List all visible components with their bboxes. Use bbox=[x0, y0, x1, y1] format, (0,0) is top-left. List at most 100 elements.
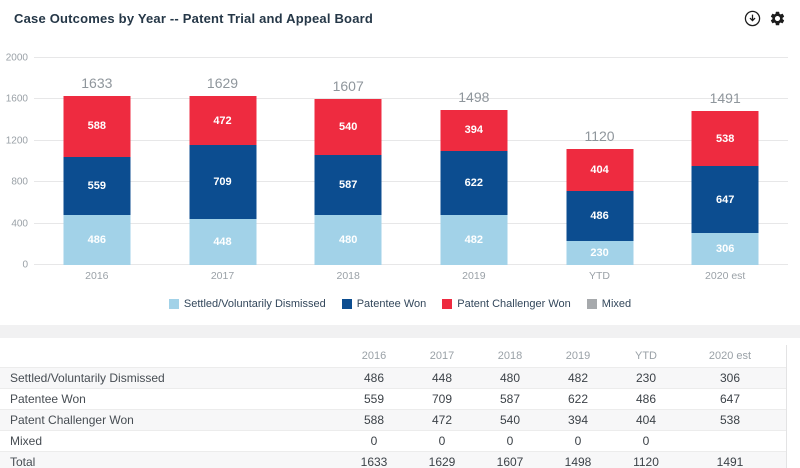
stacked-bar[interactable]: 306 647 538 bbox=[691, 110, 759, 265]
x-axis-label: 2019 bbox=[462, 270, 486, 282]
segment-value-label: 647 bbox=[716, 193, 735, 206]
table-header-2020-est: 2020 est bbox=[708, 350, 752, 362]
cell-value: 486 bbox=[635, 392, 657, 406]
legend-swatch bbox=[341, 299, 352, 309]
bar-total-label: 1120 bbox=[584, 128, 615, 145]
bar-group-2018: 480 587 540 1607 bbox=[285, 58, 411, 265]
bar-segment-patentee-won[interactable]: 587 bbox=[314, 154, 382, 216]
cell-value: 587 bbox=[499, 392, 521, 406]
bar-group-2017: 448 709 472 1629 bbox=[160, 58, 286, 265]
stacked-bar[interactable]: 486 559 588 bbox=[63, 96, 131, 265]
cell-value: 622 bbox=[567, 392, 589, 406]
stacked-bar[interactable]: 230 486 404 bbox=[566, 149, 634, 265]
bar-group-2019: 482 622 394 1498 bbox=[411, 58, 537, 265]
segment-value-label: 472 bbox=[213, 114, 232, 127]
bar-segment-settled-voluntarily-dismissed[interactable]: 448 bbox=[189, 218, 256, 265]
stacked-bar[interactable]: 448 709 472 bbox=[189, 96, 256, 265]
cell-value: 448 bbox=[431, 371, 453, 385]
stacked-bar[interactable]: 480 587 540 bbox=[314, 98, 382, 265]
row-label: Settled/Voluntarily Dismissed bbox=[10, 371, 165, 385]
segment-value-label: 230 bbox=[590, 247, 609, 260]
legend-item-mixed[interactable]: Mixed bbox=[586, 298, 632, 310]
bar-segment-settled-voluntarily-dismissed[interactable]: 486 bbox=[63, 214, 131, 265]
cell-value: 1491 bbox=[716, 455, 744, 468]
y-axis-tick: 1600 bbox=[5, 93, 28, 105]
stacked-bar-chart: 486 559 588 1633 448 709 472 1629 480 587 540 1607 4… bbox=[0, 36, 800, 282]
cell-value: 538 bbox=[719, 413, 741, 427]
bar-segment-patent-challenger-won[interactable]: 472 bbox=[189, 96, 256, 146]
bar-segment-patentee-won[interactable]: 622 bbox=[440, 150, 508, 216]
segment-value-label: 448 bbox=[213, 235, 232, 248]
legend-swatch bbox=[168, 299, 179, 309]
bar-segment-settled-voluntarily-dismissed[interactable]: 306 bbox=[691, 233, 759, 265]
cell-value: 306 bbox=[719, 371, 741, 385]
bar-group-2020-est: 306 647 538 1491 bbox=[662, 58, 788, 265]
cell-value: 1498 bbox=[564, 455, 592, 468]
segment-value-label: 404 bbox=[590, 164, 609, 176]
cell-value: 1607 bbox=[496, 455, 524, 468]
bar-segment-patentee-won[interactable]: 709 bbox=[189, 145, 256, 219]
cell-value: 482 bbox=[567, 371, 589, 385]
table-header-2016: 2016 bbox=[361, 350, 387, 362]
bar-segment-patent-challenger-won[interactable]: 394 bbox=[440, 109, 508, 151]
bar-total-label: 1491 bbox=[709, 89, 741, 106]
cell-value: 1633 bbox=[360, 455, 388, 468]
bar-segment-patentee-won[interactable]: 486 bbox=[566, 190, 634, 242]
segment-value-label: 709 bbox=[213, 175, 232, 188]
bar-segment-settled-voluntarily-dismissed[interactable]: 230 bbox=[566, 241, 634, 265]
bar-total-label: 1498 bbox=[458, 88, 490, 105]
y-axis-tick: 0 bbox=[22, 259, 28, 271]
settings-gear-icon[interactable] bbox=[769, 10, 786, 27]
row-label: Patent Challenger Won bbox=[10, 413, 134, 427]
cell-value: 709 bbox=[431, 392, 453, 406]
row-label: Total bbox=[10, 455, 36, 468]
legend-label: Mixed bbox=[601, 298, 632, 310]
bar-segment-patent-challenger-won[interactable]: 540 bbox=[314, 98, 382, 155]
segment-value-label: 306 bbox=[716, 243, 735, 256]
gridline bbox=[34, 139, 788, 141]
segment-value-label: 540 bbox=[338, 120, 358, 133]
bar-segment-settled-voluntarily-dismissed[interactable]: 482 bbox=[440, 215, 508, 265]
table-header-row: 2016 2017 2018 2019 YTD 2020 est bbox=[0, 345, 786, 367]
segment-value-label: 587 bbox=[338, 178, 358, 191]
bar-segment-patentee-won[interactable]: 559 bbox=[63, 156, 131, 215]
bar-segment-patent-challenger-won[interactable]: 404 bbox=[566, 149, 634, 191]
table-header-ytd: YTD bbox=[635, 350, 657, 362]
cell-value: 1629 bbox=[428, 455, 456, 468]
bar-segment-settled-voluntarily-dismissed[interactable]: 480 bbox=[314, 215, 382, 265]
table-header-2017: 2017 bbox=[429, 350, 455, 362]
widget-header: Case Outcomes by Year -- Patent Trial an… bbox=[0, 0, 800, 36]
y-axis-tick: 400 bbox=[11, 218, 28, 230]
table-header-2019: 2019 bbox=[565, 350, 591, 362]
cell-value: 230 bbox=[635, 371, 657, 385]
legend-label: Patentee Won bbox=[356, 298, 427, 310]
legend-item-patent-challenger-won[interactable]: Patent Challenger Won bbox=[442, 298, 571, 310]
x-axis-label: 2017 bbox=[210, 270, 235, 282]
cell-value: 0 bbox=[506, 434, 514, 448]
bar-total-label: 1633 bbox=[81, 75, 113, 91]
segment-value-label: 482 bbox=[464, 234, 484, 247]
x-axis-label: YTD bbox=[589, 270, 611, 282]
plot-area: 486 559 588 1633 448 709 472 1629 480 587 540 1607 4… bbox=[34, 57, 788, 265]
cell-value: 647 bbox=[719, 392, 741, 406]
bar-segment-patent-challenger-won[interactable]: 538 bbox=[691, 110, 759, 167]
download-icon[interactable] bbox=[744, 10, 761, 27]
cell-value: 472 bbox=[431, 413, 453, 427]
table-row-patent-challenger-won: Patent Challenger Won 588 472 540 394 404 538 bbox=[0, 409, 786, 430]
legend-item-settled-voluntarily-dismissed[interactable]: Settled/Voluntarily Dismissed bbox=[168, 298, 326, 310]
legend-swatch bbox=[442, 299, 453, 309]
segment-value-label: 559 bbox=[87, 179, 106, 192]
bar-segment-patent-challenger-won[interactable]: 588 bbox=[63, 96, 131, 157]
separator-band bbox=[0, 325, 800, 338]
legend-swatch bbox=[586, 299, 597, 309]
stacked-bar[interactable]: 482 622 394 bbox=[440, 109, 508, 265]
legend-item-patentee-won[interactable]: Patentee Won bbox=[341, 298, 427, 310]
cell-value: 559 bbox=[363, 392, 385, 406]
cell-value: 1120 bbox=[633, 455, 659, 468]
data-table: 2016 2017 2018 2019 YTD 2020 est Settled/Volun… bbox=[0, 345, 787, 468]
row-label: Mixed bbox=[10, 434, 43, 448]
cell-value: 0 bbox=[642, 434, 650, 448]
bar-segment-patentee-won[interactable]: 647 bbox=[691, 166, 759, 234]
gridline bbox=[34, 181, 788, 183]
x-axis-label: 2020 est bbox=[705, 270, 746, 282]
